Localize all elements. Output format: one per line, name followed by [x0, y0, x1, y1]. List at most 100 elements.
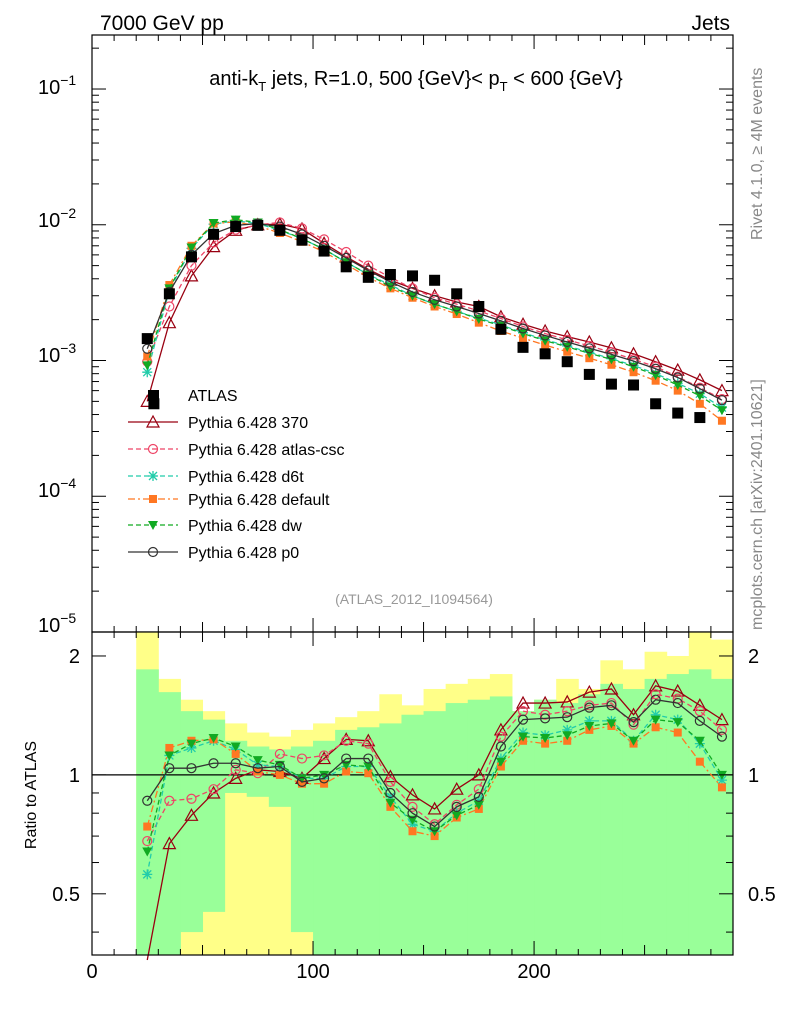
series-marker — [716, 395, 728, 406]
data-point — [473, 300, 485, 312]
uncertainty-band-green — [622, 688, 646, 955]
ratio-marker — [408, 827, 417, 836]
ratio-marker — [518, 727, 529, 738]
ratio-marker — [296, 776, 308, 787]
ratio-marker — [319, 770, 330, 780]
uncertainty-band-green — [600, 683, 623, 955]
legend-label: Pythia 6.428 370 — [188, 415, 308, 432]
data-point — [362, 271, 374, 283]
series-marker — [628, 356, 639, 367]
series-marker — [142, 367, 153, 378]
data-point — [672, 407, 684, 419]
ratio-marker — [716, 775, 727, 786]
y-tick-label: 10−4 — [38, 475, 76, 502]
uncertainty-band-green — [224, 740, 248, 793]
ratio-y-tick-label-right: 0.5 — [748, 884, 776, 906]
ratio-marker — [582, 684, 597, 698]
ratio-marker — [407, 801, 418, 812]
ratio-marker — [320, 779, 329, 788]
ratio-marker — [650, 694, 661, 705]
series-marker — [626, 346, 641, 360]
uncertainty-band-green — [644, 678, 668, 955]
series-marker — [695, 399, 704, 408]
series-marker — [606, 355, 617, 365]
ratio-marker — [451, 811, 462, 821]
data-point — [429, 274, 441, 286]
series-marker — [692, 372, 707, 386]
ratio-y-tick-label-right: 2 — [748, 646, 759, 668]
y-tick-label: 10−2 — [38, 205, 76, 232]
main-y-tick-labels: 10−5 10−4 10−3 10−2 10−1 — [38, 72, 76, 637]
energy-label: 7000 GeV pp — [100, 12, 224, 35]
ratio-y-tick-label: 1 — [69, 765, 80, 787]
ratio-marker — [208, 784, 219, 795]
side-label-top: Rivet 4.1.0, ≥ 4M events — [749, 68, 766, 240]
ratio-marker — [584, 715, 595, 726]
ratio-marker — [341, 760, 352, 770]
ratio-marker — [184, 808, 199, 821]
ratio-marker — [252, 756, 263, 766]
legend-label: Pythia 6.428 d6t — [188, 469, 304, 486]
ratio-marker — [540, 713, 551, 724]
series-marker — [208, 219, 219, 229]
ratio-marker — [493, 722, 508, 736]
x-tick-label: 0 — [86, 961, 97, 983]
legend-sample-marker — [145, 414, 161, 428]
ratio-series-group — [142, 678, 729, 961]
ratio-marker — [407, 808, 418, 819]
ratio-y-tick-label-right: 1 — [748, 765, 759, 787]
ratio-marker — [516, 695, 531, 709]
ratio-marker — [230, 742, 241, 752]
legend-label-atlas: ATLAS — [188, 388, 238, 405]
ratio-marker — [407, 815, 418, 825]
series-marker — [318, 234, 330, 245]
ratio-marker — [562, 706, 573, 717]
ratio-marker — [275, 770, 284, 779]
legend-sample-marker — [147, 443, 159, 455]
ratio-marker — [318, 773, 330, 784]
ratio-marker — [628, 719, 639, 730]
series-marker — [142, 361, 153, 371]
series-line — [146, 222, 723, 401]
series-marker — [562, 336, 573, 348]
series-marker — [607, 360, 616, 369]
legend-sample-atlas — [148, 390, 159, 401]
main-panel-frame — [91, 34, 734, 633]
series-marker — [694, 391, 705, 401]
ratio-marker — [695, 757, 704, 766]
uncertainty-band-green — [445, 703, 469, 955]
ratio-marker — [562, 724, 573, 735]
series-marker — [385, 282, 396, 292]
ratio-marker — [363, 738, 374, 749]
ratio-marker — [451, 801, 462, 812]
ratio-marker — [694, 736, 705, 746]
ratio-marker — [252, 763, 263, 774]
ratio-marker — [540, 733, 551, 743]
uncertainty-band-green — [534, 699, 557, 955]
ratio-line — [146, 685, 723, 961]
data-point — [230, 221, 242, 233]
legend-label: Pythia 6.428 atlas-csc — [188, 442, 345, 459]
ratio-marker — [142, 835, 153, 847]
uncertainty-band-green — [202, 719, 226, 912]
ratio-marker — [429, 827, 440, 837]
ratio-marker — [606, 700, 617, 711]
series-marker — [186, 243, 197, 253]
uncertainty-band-green — [710, 678, 734, 955]
ratio-marker — [672, 697, 683, 709]
ratio-marker — [208, 733, 219, 743]
ratio-marker — [142, 869, 153, 880]
data-point — [451, 288, 463, 300]
series-marker — [582, 334, 597, 348]
series-marker — [673, 386, 682, 395]
ratio-marker — [673, 728, 682, 737]
ratio-marker — [208, 758, 219, 769]
data-point — [185, 251, 197, 263]
ratio-marker — [717, 783, 726, 792]
ratio-marker — [318, 750, 330, 761]
ratio-y-tick-label: 2 — [69, 646, 80, 668]
ratio-marker — [716, 731, 728, 742]
ratio-marker — [142, 795, 153, 806]
series-marker — [518, 329, 529, 339]
ratio-marker — [628, 736, 639, 746]
